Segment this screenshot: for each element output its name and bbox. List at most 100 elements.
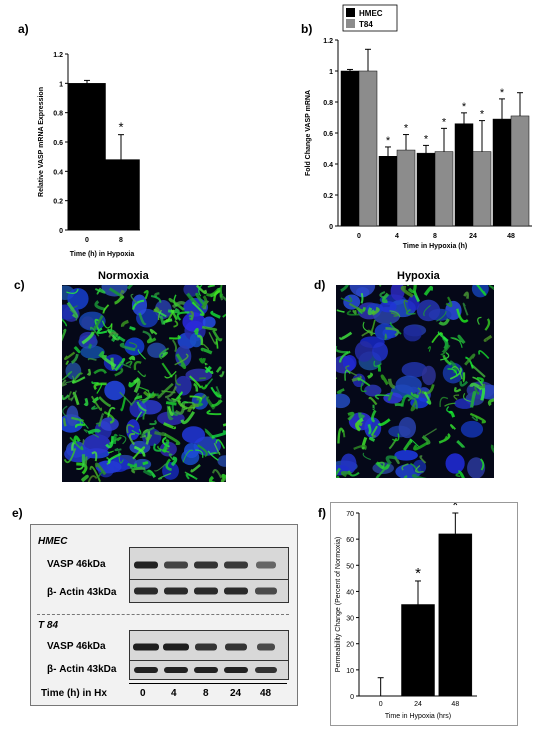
actin-filament bbox=[162, 318, 173, 325]
blot-time-24: 24 bbox=[230, 688, 242, 699]
actin-filament bbox=[114, 358, 126, 372]
actin-filament bbox=[204, 366, 214, 375]
chart-a: 0 0.2 0.4 0.6 0.8 1 1.2 Relative VASP mRNA Expr… bbox=[38, 52, 140, 258]
actin-filament bbox=[166, 397, 179, 403]
legend-label: T84 bbox=[359, 20, 373, 29]
actin-filament bbox=[360, 382, 367, 393]
actin-filament bbox=[134, 395, 143, 400]
actin-filament bbox=[66, 301, 79, 319]
actin-filament bbox=[119, 342, 136, 352]
actin-filament bbox=[423, 304, 431, 317]
actin-filament bbox=[410, 462, 420, 474]
actin-filament bbox=[65, 375, 75, 384]
actin-filament bbox=[73, 435, 81, 443]
actin-filament bbox=[439, 396, 449, 407]
actin-filament bbox=[345, 365, 358, 377]
nucleus bbox=[364, 384, 382, 397]
y-tick-label: 1 bbox=[59, 81, 63, 88]
actin-filament bbox=[153, 443, 162, 452]
actin-filament bbox=[96, 383, 103, 394]
actin-filament bbox=[210, 399, 223, 408]
actin-filament bbox=[219, 285, 224, 298]
legend-swatch bbox=[346, 19, 355, 28]
nucleus bbox=[395, 375, 422, 394]
actin-filament bbox=[346, 310, 360, 316]
actin-filament bbox=[87, 357, 97, 361]
actin-filament bbox=[83, 429, 100, 438]
western-blot: HMEC VASP 46kDa β- Actin 43kDa T 84 VASP… bbox=[30, 524, 298, 706]
actin-filament bbox=[87, 428, 102, 435]
actin-filament bbox=[370, 425, 378, 437]
actin-filament bbox=[403, 300, 409, 314]
actin-filament bbox=[137, 386, 150, 392]
actin-filament bbox=[451, 366, 463, 380]
actin-filament bbox=[387, 378, 396, 389]
chart-f-frame bbox=[330, 502, 518, 726]
actin-filament bbox=[170, 456, 178, 467]
actin-filament bbox=[94, 462, 107, 476]
actin-filament bbox=[210, 451, 218, 455]
x-tick-label: 0 bbox=[85, 237, 89, 244]
actin-filament bbox=[337, 427, 345, 444]
actin-filament bbox=[450, 337, 463, 348]
actin-filament bbox=[126, 424, 135, 434]
x-tick-label: 24 bbox=[414, 701, 422, 708]
blot-band bbox=[224, 667, 248, 673]
actin-filament bbox=[118, 434, 127, 445]
bar bbox=[358, 70, 378, 227]
actin-filament bbox=[471, 364, 486, 378]
actin-filament bbox=[400, 394, 414, 407]
actin-filament bbox=[198, 398, 204, 407]
blot-time-line bbox=[129, 683, 287, 684]
blot-band bbox=[225, 643, 247, 651]
actin-filament bbox=[215, 366, 222, 373]
actin-filament bbox=[93, 382, 107, 391]
actin-filament bbox=[168, 453, 175, 461]
actin-filament bbox=[371, 306, 380, 316]
actin-filament bbox=[129, 465, 143, 470]
actin-filament bbox=[120, 397, 127, 412]
blot-band bbox=[224, 587, 248, 595]
actin-filament bbox=[170, 309, 178, 321]
significance-star: * bbox=[480, 109, 485, 121]
actin-filament bbox=[167, 307, 180, 314]
normoxia-micrograph bbox=[62, 285, 226, 482]
actin-filament bbox=[112, 433, 118, 445]
nucleus bbox=[416, 299, 441, 322]
actin-filament bbox=[385, 327, 400, 337]
actin-filament bbox=[69, 309, 78, 321]
actin-filament bbox=[403, 474, 408, 478]
actin-filament bbox=[95, 422, 101, 427]
actin-filament bbox=[167, 406, 174, 416]
actin-filament bbox=[205, 365, 212, 374]
actin-filament bbox=[368, 437, 376, 442]
nucleus bbox=[349, 285, 376, 297]
actin-filament bbox=[103, 411, 115, 424]
actin-filament bbox=[142, 461, 149, 466]
actin-filament bbox=[114, 447, 122, 452]
actin-filament bbox=[373, 360, 382, 367]
actin-filament bbox=[128, 432, 136, 446]
actin-filament bbox=[360, 292, 364, 304]
actin-filament bbox=[207, 285, 215, 288]
bar bbox=[472, 151, 492, 227]
actin-filament bbox=[135, 411, 143, 421]
actin-filament bbox=[157, 382, 174, 399]
nucleus bbox=[398, 417, 417, 439]
blot-time-8: 8 bbox=[203, 688, 209, 699]
actin-filament bbox=[133, 445, 146, 457]
actin-filament bbox=[180, 411, 196, 425]
nucleus bbox=[181, 426, 206, 444]
significance-star: * bbox=[404, 123, 409, 135]
blot-band bbox=[164, 667, 188, 673]
bar bbox=[68, 83, 106, 231]
blot-band bbox=[163, 643, 189, 651]
actin-filament bbox=[478, 350, 490, 360]
actin-filament bbox=[114, 294, 125, 305]
blot-band bbox=[134, 561, 158, 569]
actin-filament bbox=[352, 309, 357, 315]
nucleus bbox=[336, 393, 351, 409]
actin-filament bbox=[336, 309, 345, 313]
actin-filament bbox=[171, 339, 177, 353]
actin-filament bbox=[90, 395, 103, 411]
